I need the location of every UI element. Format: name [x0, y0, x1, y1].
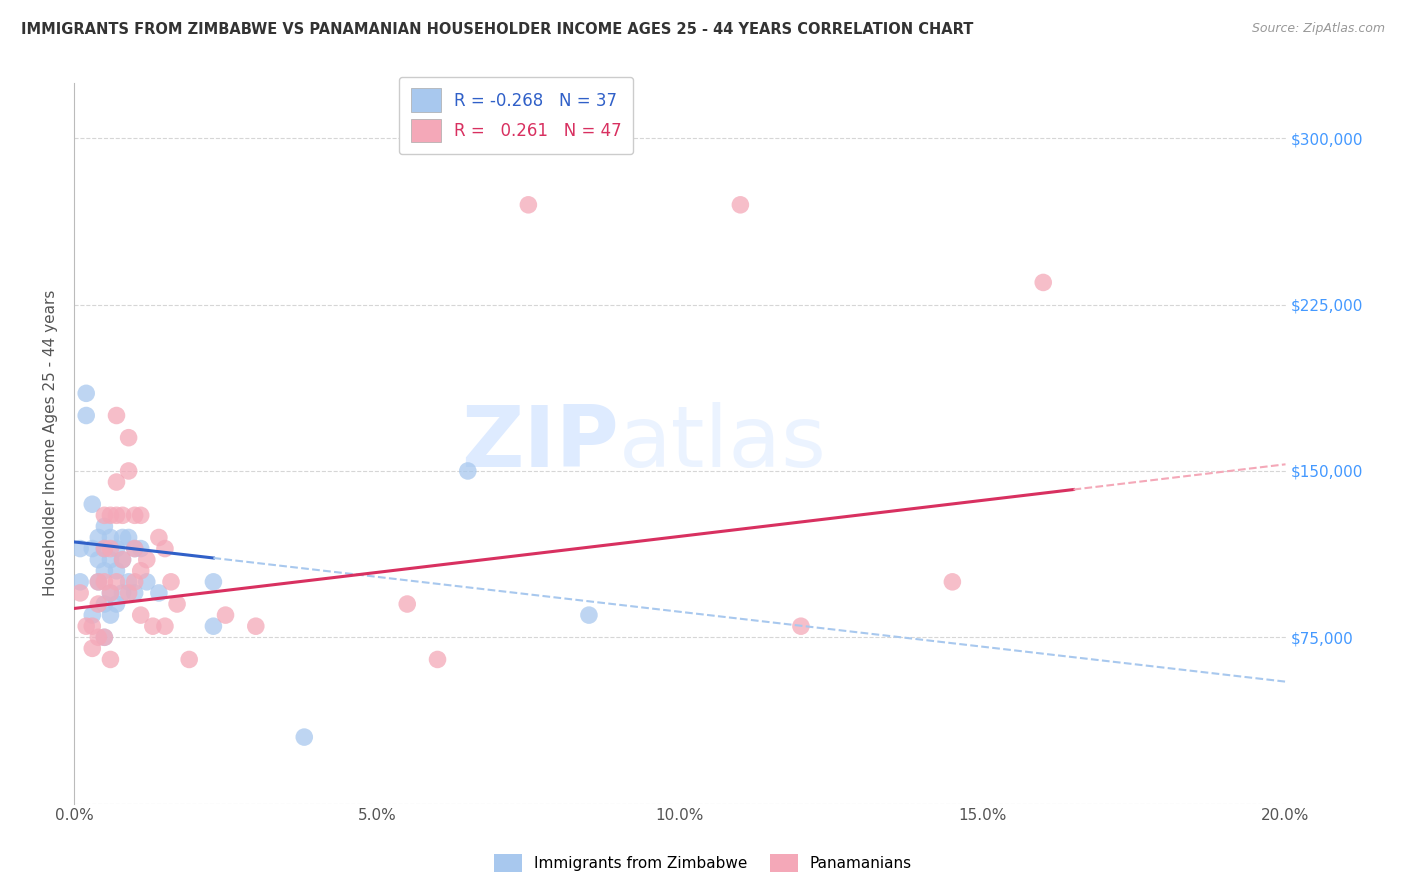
- Point: [93, 541, 115, 556]
- Point: [82, 541, 104, 556]
- Point: [578, 608, 600, 623]
- Point: [111, 552, 134, 566]
- Point: [153, 619, 176, 633]
- Point: [790, 619, 813, 633]
- Point: [148, 531, 170, 545]
- Point: [100, 586, 122, 600]
- Legend: R = -0.268   N = 37, R =   0.261   N = 47: R = -0.268 N = 37, R = 0.261 N = 47: [399, 77, 634, 154]
- Point: [117, 574, 139, 589]
- Point: [124, 541, 146, 556]
- Point: [93, 519, 115, 533]
- Point: [82, 608, 104, 623]
- Point: [941, 574, 963, 589]
- Point: [93, 630, 115, 644]
- Point: [100, 608, 122, 623]
- Point: [111, 508, 134, 523]
- Point: [82, 497, 104, 511]
- Point: [457, 464, 479, 478]
- Point: [75, 619, 97, 633]
- Point: [100, 531, 122, 545]
- Point: [111, 552, 134, 566]
- Point: [117, 586, 139, 600]
- Point: [69, 586, 91, 600]
- Point: [148, 586, 170, 600]
- Point: [129, 564, 152, 578]
- Point: [117, 464, 139, 478]
- Point: [82, 619, 104, 633]
- Text: IMMIGRANTS FROM ZIMBABWE VS PANAMANIAN HOUSEHOLDER INCOME AGES 25 - 44 YEARS COR: IMMIGRANTS FROM ZIMBABWE VS PANAMANIAN H…: [21, 22, 973, 37]
- Point: [245, 619, 267, 633]
- Point: [124, 586, 146, 600]
- Point: [160, 574, 183, 589]
- Point: [135, 552, 157, 566]
- Point: [426, 652, 449, 666]
- Point: [93, 564, 115, 578]
- Point: [129, 608, 152, 623]
- Point: [69, 574, 91, 589]
- Point: [93, 541, 115, 556]
- Point: [117, 531, 139, 545]
- Point: [100, 552, 122, 566]
- Point: [117, 431, 139, 445]
- Point: [517, 198, 540, 212]
- Point: [100, 652, 122, 666]
- Text: ZIP: ZIP: [461, 401, 619, 484]
- Point: [69, 541, 91, 556]
- Point: [93, 508, 115, 523]
- Point: [93, 597, 115, 611]
- Point: [87, 531, 110, 545]
- Point: [153, 541, 176, 556]
- Point: [87, 597, 110, 611]
- Point: [202, 619, 225, 633]
- Point: [129, 541, 152, 556]
- Point: [166, 597, 188, 611]
- Point: [105, 475, 128, 489]
- Point: [105, 564, 128, 578]
- Point: [100, 541, 122, 556]
- Point: [179, 652, 201, 666]
- Point: [87, 630, 110, 644]
- Point: [124, 508, 146, 523]
- Point: [100, 508, 122, 523]
- Point: [111, 531, 134, 545]
- Point: [105, 508, 128, 523]
- Point: [730, 198, 752, 212]
- Point: [124, 541, 146, 556]
- Point: [105, 541, 128, 556]
- Legend: Immigrants from Zimbabwe, Panamanians: Immigrants from Zimbabwe, Panamanians: [486, 846, 920, 880]
- Point: [124, 574, 146, 589]
- Point: [1032, 276, 1054, 290]
- Point: [105, 574, 128, 589]
- Text: atlas: atlas: [619, 401, 827, 484]
- Point: [214, 608, 236, 623]
- Point: [100, 586, 122, 600]
- Point: [105, 597, 128, 611]
- Point: [135, 574, 157, 589]
- Point: [202, 574, 225, 589]
- Point: [75, 409, 97, 423]
- Point: [82, 641, 104, 656]
- Point: [87, 574, 110, 589]
- Point: [87, 574, 110, 589]
- Point: [93, 630, 115, 644]
- Point: [142, 619, 165, 633]
- Y-axis label: Householder Income Ages 25 - 44 years: Householder Income Ages 25 - 44 years: [44, 290, 58, 597]
- Text: Source: ZipAtlas.com: Source: ZipAtlas.com: [1251, 22, 1385, 36]
- Point: [129, 508, 152, 523]
- Point: [292, 730, 315, 744]
- Point: [111, 586, 134, 600]
- Point: [396, 597, 419, 611]
- Point: [105, 409, 128, 423]
- Point: [87, 552, 110, 566]
- Point: [93, 574, 115, 589]
- Point: [75, 386, 97, 401]
